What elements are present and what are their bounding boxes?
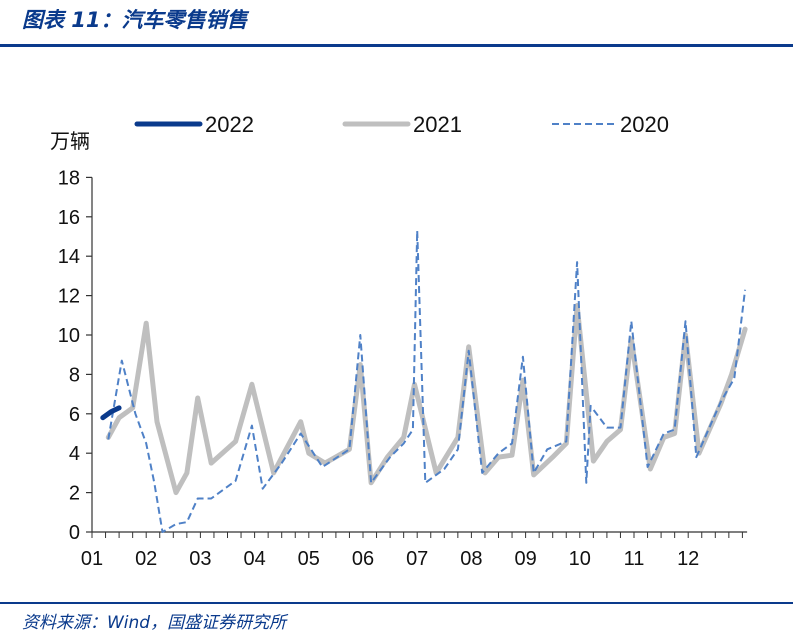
source-note: 资料来源：Wind，国盛证券研究所 <box>22 613 287 633</box>
source-rule <box>0 602 793 604</box>
chart-legend: 2022 2021 2020 <box>134 112 669 137</box>
x-tick-label: 07 <box>406 548 428 570</box>
figure-title: 图表 11：汽车零售销售 <box>22 8 248 32</box>
y-tick-label: 18 <box>58 167 80 189</box>
y-tick-label: 10 <box>58 325 80 347</box>
x-tick-label: 11 <box>624 548 645 570</box>
y-tick-label: 2 <box>69 483 80 505</box>
x-tick-label: 01 <box>81 548 103 570</box>
series-layer <box>100 229 748 533</box>
x-tick-label: 12 <box>677 548 699 570</box>
y-tick-label: 12 <box>58 286 80 308</box>
y-tick-label: 0 <box>69 522 80 544</box>
y-tick-label: 16 <box>58 207 80 229</box>
x-tick-label: 09 <box>514 548 536 570</box>
series-line-2020 <box>107 229 747 533</box>
series-line-2021 <box>105 303 748 496</box>
y-axis-unit-label: 万辆 <box>50 129 90 153</box>
y-tick-label: 8 <box>69 364 80 386</box>
x-tick-label: 04 <box>243 548 265 570</box>
x-tick-label: 06 <box>352 548 374 570</box>
x-tick-label: 03 <box>189 548 211 570</box>
x-tick-label: 05 <box>298 548 320 570</box>
legend-label-2020: 2020 <box>620 112 669 137</box>
legend-label-2021: 2021 <box>413 112 462 137</box>
x-tick-label: 10 <box>569 548 591 570</box>
title-rule <box>0 44 793 47</box>
y-tick-label: 6 <box>69 404 80 426</box>
series-line-2022 <box>100 405 122 421</box>
y-tick-label: 4 <box>69 443 80 465</box>
y-tick-label: 14 <box>58 246 80 268</box>
x-tick-label: 08 <box>460 548 482 570</box>
legend-label-2022: 2022 <box>205 112 254 137</box>
x-tick-label: 02 <box>135 548 157 570</box>
